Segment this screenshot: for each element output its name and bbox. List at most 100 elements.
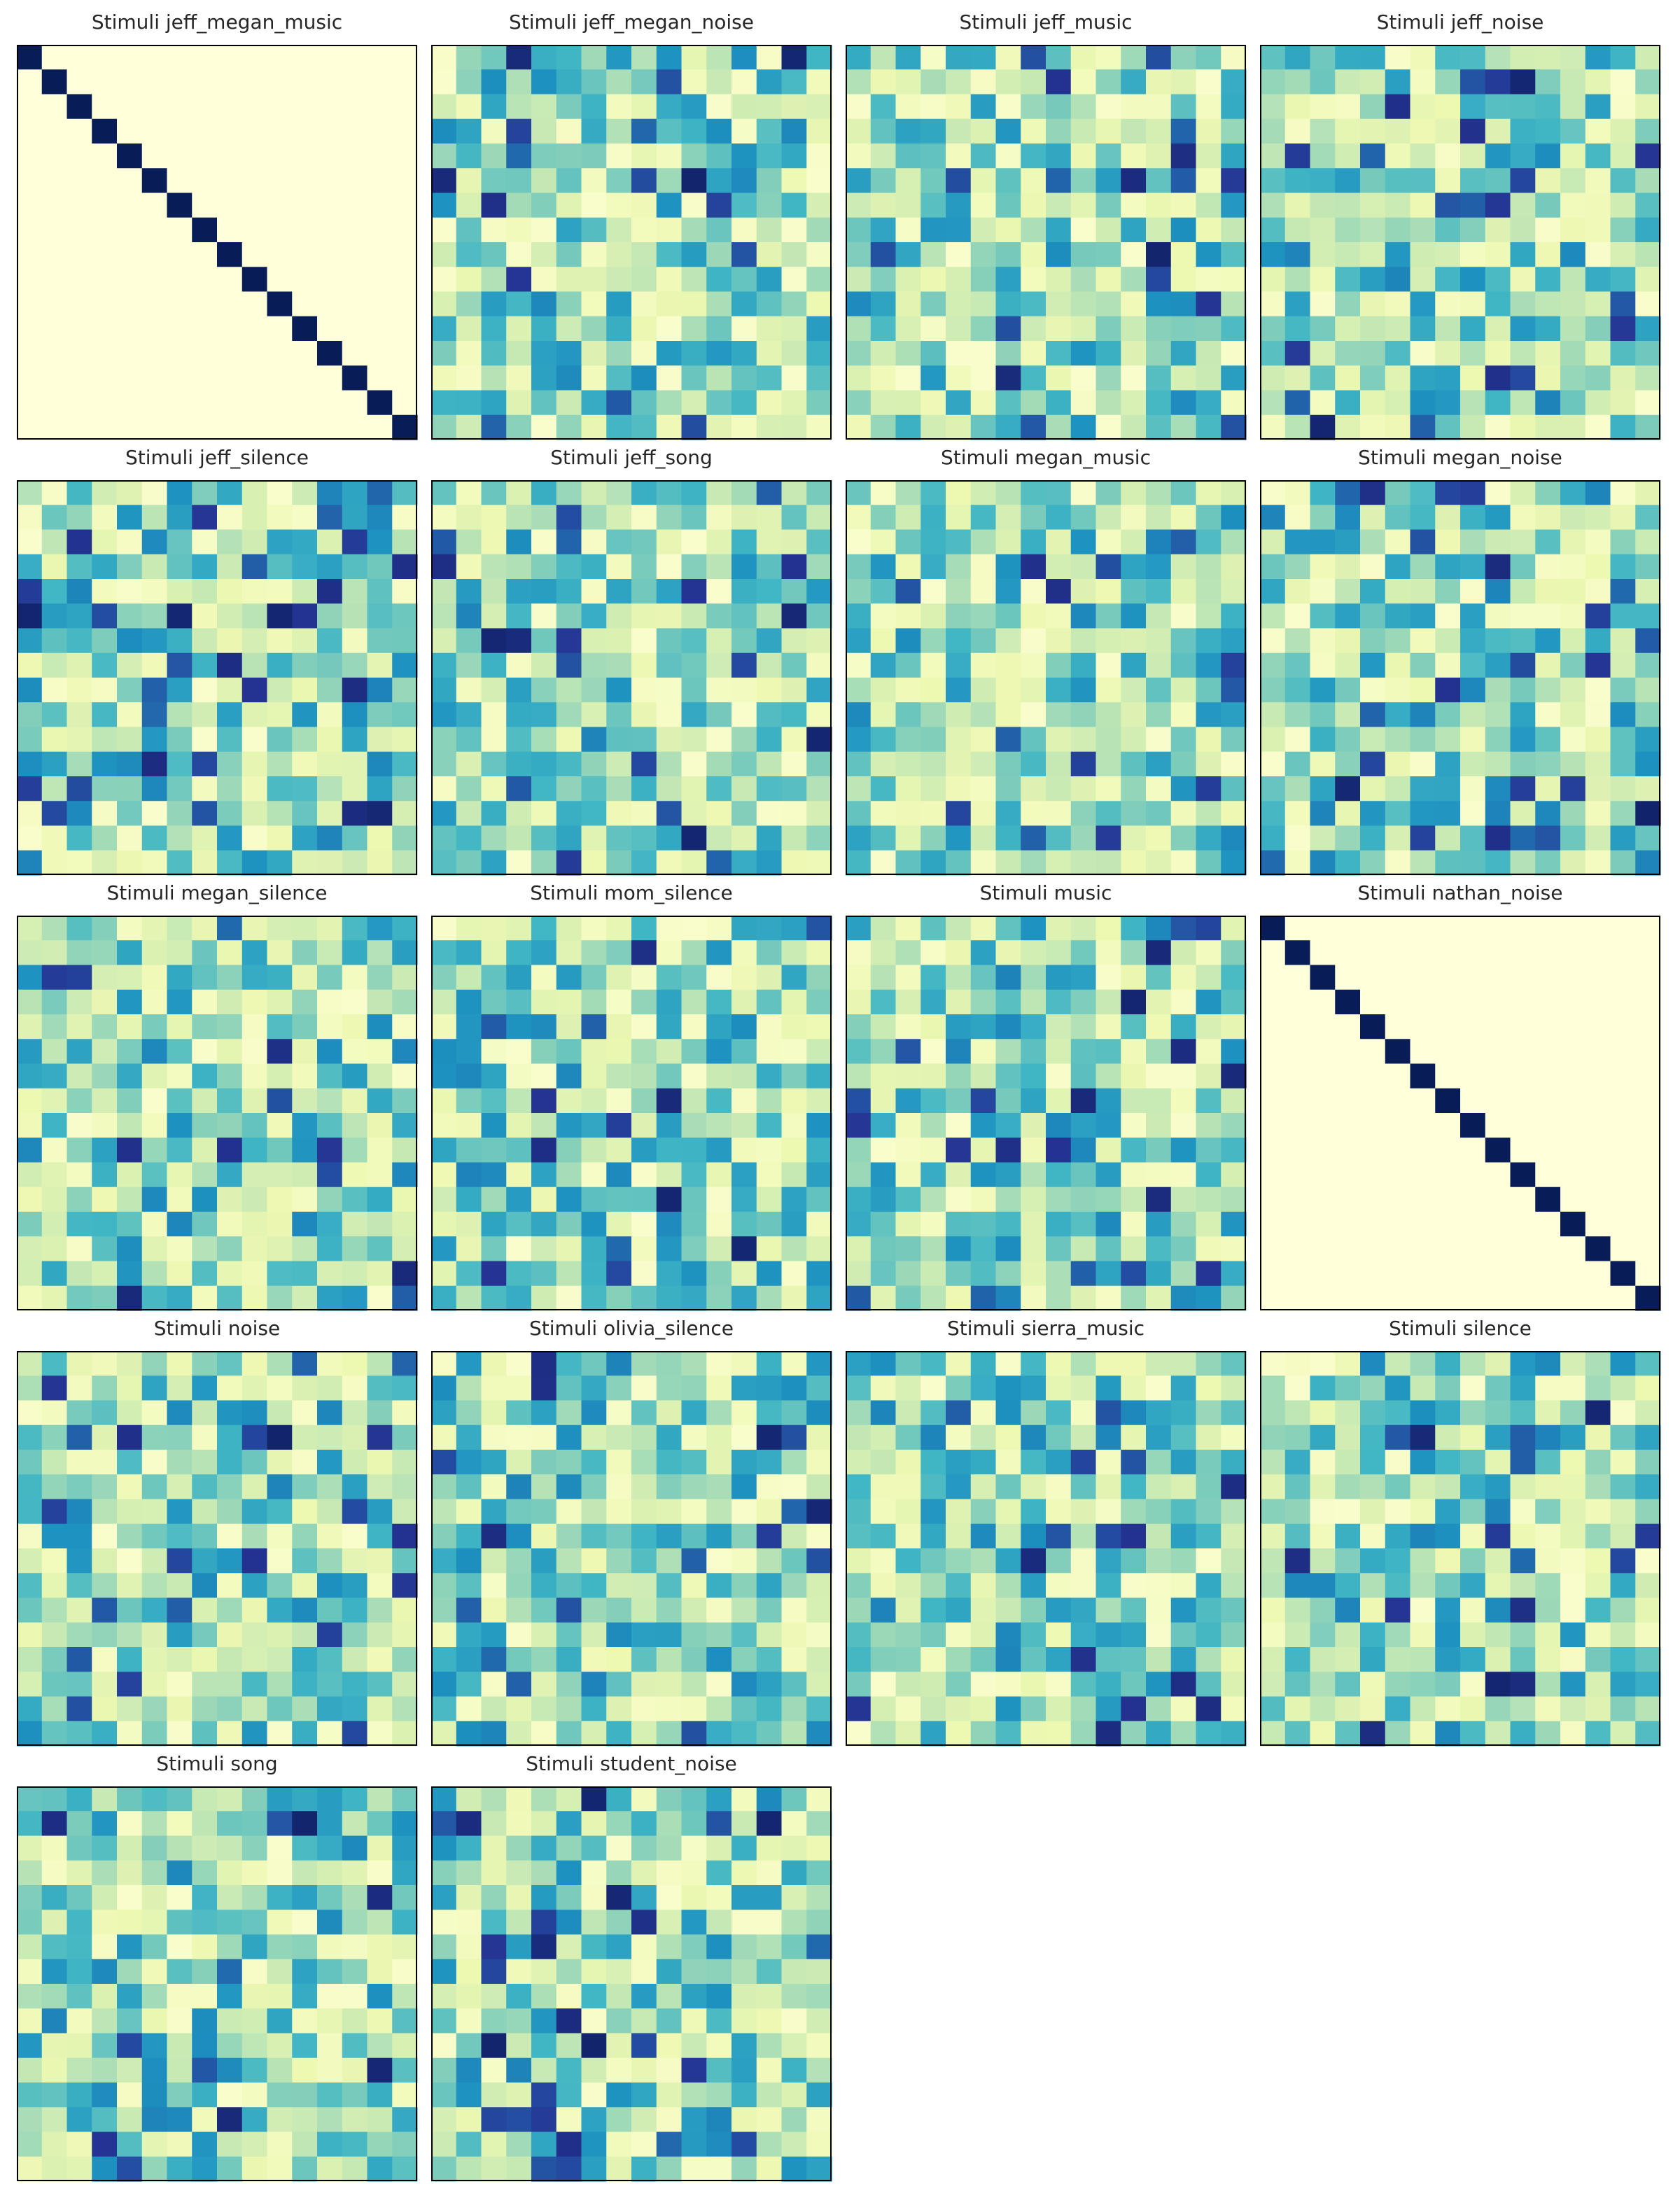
heatmap-cell	[631, 168, 657, 194]
heatmap-cell	[456, 1672, 482, 1698]
heatmap-cell	[192, 2082, 218, 2108]
heatmap-cell	[1335, 529, 1361, 555]
heatmap-cell	[217, 776, 243, 802]
heatmap-cell	[781, 529, 807, 555]
heatmap-cell	[895, 45, 921, 70]
heatmap-cell	[1310, 1014, 1336, 1040]
heatmap-cell	[946, 825, 972, 851]
heatmap-cell	[192, 414, 218, 440]
heatmap-cell	[631, 291, 657, 317]
heatmap-cell	[781, 1138, 807, 1163]
heatmap-cell	[1410, 1285, 1436, 1311]
heatmap-cell	[1046, 529, 1072, 555]
heatmap-cell	[66, 168, 92, 194]
heatmap-cell	[846, 45, 872, 70]
heatmap-cell	[756, 2156, 783, 2182]
heatmap-cell	[806, 94, 832, 120]
heatmap-cell	[506, 1351, 532, 1376]
heatmap-cell	[806, 1573, 832, 1599]
heatmap-cell	[656, 1474, 682, 1500]
heatmap-cell	[41, 1376, 68, 1401]
heatmap-cell	[17, 341, 43, 366]
heatmap-cell	[1196, 94, 1222, 120]
heatmap-cell	[41, 1811, 68, 1837]
heatmap-cell	[1585, 144, 1611, 169]
heatmap-cell	[1535, 1696, 1561, 1722]
heatmap-cell	[267, 751, 293, 777]
heatmap-cell	[367, 480, 393, 505]
heatmap-cell	[141, 242, 168, 267]
heatmap-cell	[141, 267, 168, 293]
heatmap-cell	[970, 1351, 997, 1376]
heatmap-cell	[217, 1622, 243, 1648]
heatmap-cell	[241, 2033, 268, 2059]
heatmap-cell	[1046, 1696, 1072, 1722]
heatmap-cell	[920, 118, 946, 144]
heatmap-cell	[217, 603, 243, 629]
heatmap-cell	[781, 2107, 807, 2133]
heatmap-cell	[806, 390, 832, 416]
heatmap-cell	[1070, 989, 1097, 1015]
heatmap-cell	[66, 1597, 92, 1623]
heatmap-cell	[1096, 45, 1121, 70]
heatmap-cell	[117, 365, 143, 391]
heatmap-cell	[1360, 1499, 1386, 1525]
heatmap-cell	[1435, 45, 1461, 70]
heatmap-cell	[431, 965, 457, 990]
heatmap-cell	[681, 1647, 707, 1672]
heatmap-cell	[606, 365, 632, 391]
heatmap-cell	[41, 1285, 68, 1311]
heatmap-cell	[506, 554, 532, 580]
heatmap-cell	[1260, 776, 1286, 802]
heatmap-cell	[895, 1597, 921, 1623]
heatmap-cell	[392, 1351, 418, 1376]
heatmap-cell	[66, 628, 92, 654]
heatmap-cell	[117, 144, 143, 169]
heatmap-cell	[1170, 1138, 1197, 1163]
heatmap-frame	[17, 45, 417, 440]
heatmap-cell	[1021, 554, 1046, 580]
heatmap-cell	[1070, 1622, 1097, 1648]
heatmap-cell	[895, 1063, 921, 1089]
heatmap-cell	[456, 242, 482, 267]
heatmap-cell	[995, 45, 1021, 70]
heatmap-cell	[1410, 480, 1436, 505]
heatmap-cell	[970, 1376, 997, 1401]
heatmap-cell	[1610, 45, 1636, 70]
heatmap-cell	[846, 94, 872, 120]
heatmap-cell	[192, 1647, 218, 1672]
heatmap-cell	[556, 1696, 582, 1722]
heatmap-cell	[681, 1721, 707, 1746]
heatmap-cell	[1635, 579, 1661, 604]
heatmap-cell	[1360, 1212, 1386, 1237]
heatmap-cell	[1635, 702, 1661, 728]
heatmap-cell	[681, 1835, 707, 1861]
heatmap-cell	[920, 390, 946, 416]
heatmap-cell	[1385, 242, 1411, 267]
heatmap-cell	[1170, 678, 1197, 703]
heatmap-cell	[1485, 1424, 1511, 1450]
heatmap-cell	[656, 1424, 682, 1450]
heatmap-cell	[1610, 118, 1636, 144]
heatmap-cell	[456, 727, 482, 752]
heatmap-cell	[1260, 940, 1286, 966]
heatmap-cell	[1170, 989, 1197, 1015]
heatmap-cell	[342, 2132, 368, 2157]
heatmap-cell	[1096, 1672, 1121, 1698]
heatmap-cell	[1610, 850, 1636, 876]
heatmap-cell	[92, 1499, 118, 1525]
heatmap-cell	[631, 1212, 657, 1237]
heatmap-cell	[1310, 480, 1336, 505]
heatmap-cell	[946, 1236, 972, 1262]
heatmap-cell	[1410, 801, 1436, 827]
heatmap-cell	[342, 529, 368, 555]
heatmap-cell	[581, 603, 607, 629]
heatmap-cell	[806, 579, 832, 604]
heatmap-cell	[846, 916, 872, 941]
heatmap-cell	[970, 1014, 997, 1040]
heatmap-cell	[895, 1672, 921, 1698]
heatmap-cell	[367, 2156, 393, 2182]
heatmap-cell	[556, 1672, 582, 1698]
heatmap-cell	[66, 751, 92, 777]
heatmap-cell	[920, 1721, 946, 1746]
